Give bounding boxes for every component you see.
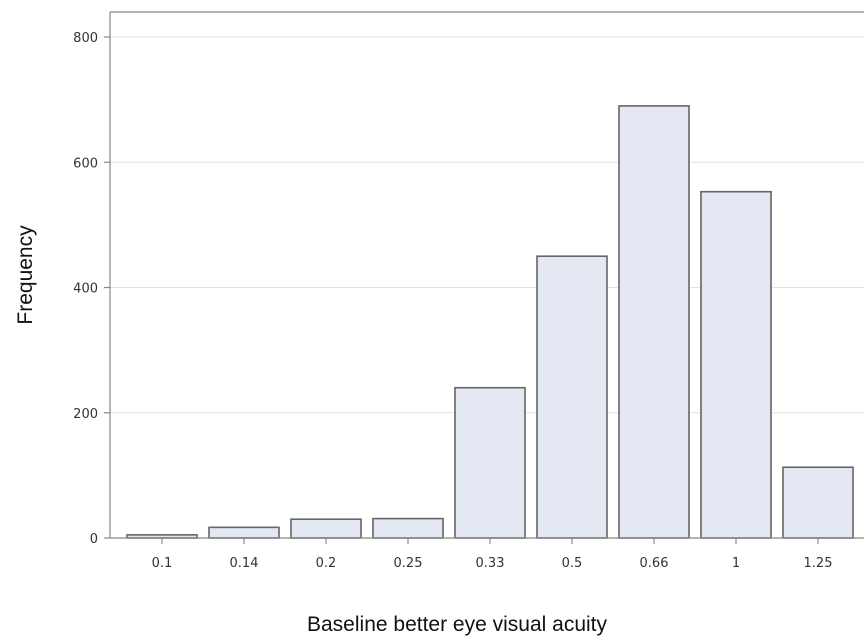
bar-0.66 [618, 105, 690, 539]
y-tick-label: 0 [90, 532, 98, 547]
y-tick-label: 200 [73, 407, 98, 422]
x-tick-label: 0.1 [152, 556, 173, 571]
x-axis-title: Baseline better eye visual acuity [307, 613, 607, 636]
x-tick-label: 0.33 [476, 556, 505, 571]
bar-0.14 [208, 526, 280, 539]
x-tick-label: 0.2 [316, 556, 337, 571]
x-tick-label: 1.25 [804, 556, 833, 571]
y-tick-label: 400 [73, 282, 98, 297]
x-tick-label: 0.14 [230, 556, 259, 571]
bar-1 [700, 190, 772, 539]
bar-0.5 [536, 255, 608, 539]
y-axis-title: Frequency [14, 225, 37, 325]
x-tick-label: 0.25 [394, 556, 423, 571]
bar-0.33 [454, 386, 526, 539]
x-tick-label: 0.66 [640, 556, 669, 571]
x-tick-label: 1 [732, 556, 740, 571]
bars [126, 105, 854, 539]
y-tick-label: 800 [73, 31, 98, 46]
plot-frame [109, 11, 864, 539]
y-tick-label: 600 [73, 156, 98, 171]
x-tick-label: 0.5 [562, 556, 583, 571]
bar-0.2 [290, 518, 362, 539]
bar-1.25 [782, 466, 854, 539]
ticks: 0 200 400 600 800 0.1 0.14 0.2 0.25 0.33 0.5 0.66 1 1… [73, 31, 832, 571]
bar-0.25 [372, 517, 444, 539]
